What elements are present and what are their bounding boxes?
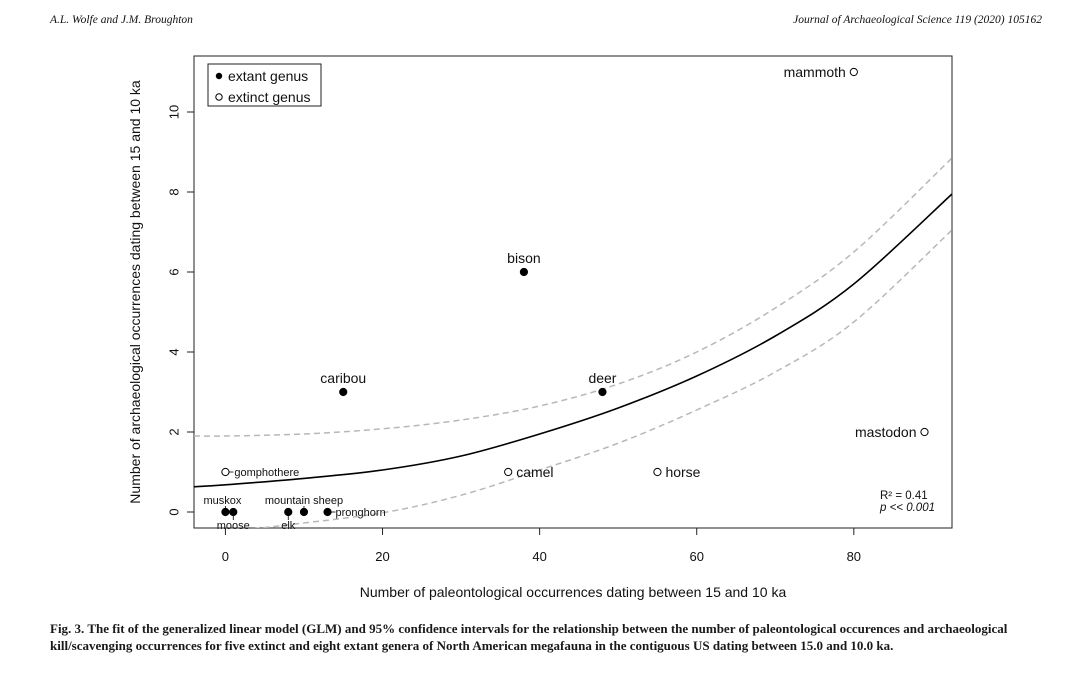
y-tick-label: 2 [167,428,182,435]
y-tick-label: 6 [167,268,182,275]
point-mammoth [849,67,858,77]
figure-caption: Fig. 3. The fit of the generalized linea… [50,620,1040,654]
header-journal: Journal of Archaeological Science 119 (2… [793,14,1042,26]
point-horse [653,467,662,477]
x-tick-label: 20 [375,549,389,564]
point-elk [284,507,293,517]
r-squared-annotation: R² = 0.41 [880,490,928,502]
point-label-horse: horse [665,464,700,480]
point-label-elk: elk [281,520,296,532]
axes-layer: 0 20 40 60 80 0 2 4 6 8 10 [167,105,862,564]
point-deer [598,387,607,397]
point-caribou [339,387,348,397]
point-label-pronghorn: pronghorn [336,507,386,519]
x-axis-title: Number of paleontological occurrences da… [360,584,787,600]
point-mountain-sheep [299,507,309,517]
point-moose [229,507,238,517]
point-camel [504,467,513,477]
point-label-deer: deer [588,370,616,386]
point-label-gomphothere: gomphothere [234,467,299,479]
point-label-camel: camel [516,464,553,480]
ci-upper-line [194,157,952,437]
plot-frame [193,55,953,529]
legend-open-marker [215,93,223,101]
y-tick-label: 0 [167,508,182,515]
y-tick-label: 8 [167,188,182,195]
fit-layer [194,157,952,528]
point-mastodon [920,427,929,437]
x-tick-label: 60 [689,549,703,564]
point-label-mammoth: mammoth [784,64,846,80]
x-tick-label: 0 [222,549,229,564]
p-value-annotation: p << 0.001 [879,502,935,514]
point-label-mountain-sheep: mountain sheep [265,495,343,507]
header-authors: A.L. Wolfe and J.M. Broughton [50,14,193,26]
ci-lower-line [253,229,952,528]
legend: extant genus extinct genus [207,63,322,107]
point-label-bison: bison [507,250,540,266]
glm-fit-line [194,193,952,488]
point-label-muskox: muskox [203,495,241,507]
point-gomphothere [221,467,230,477]
point-bison [519,267,529,277]
legend-extinct-label: extinct genus [228,89,311,105]
point-pronghorn [323,507,332,517]
caption-text: The fit of the generalized linear model … [50,621,1008,653]
caption-label: Fig. 3. [50,621,85,636]
point-label-moose: moose [217,520,250,532]
scatter-chart: 0 20 40 60 80 0 2 4 6 8 10 muskox moose elk mountain … [127,55,953,600]
y-axis-title: Number of archaeological occurrences dat… [127,80,143,504]
points-layer [221,67,929,517]
point-muskox [221,507,230,517]
x-tick-label: 80 [847,549,861,564]
x-tick-label: 40 [532,549,546,564]
legend-box [207,63,322,107]
y-tick-label: 4 [167,348,182,355]
point-label-mastodon: mastodon [855,424,916,440]
y-tick-label: 10 [167,105,182,119]
legend-filled-marker [215,72,223,80]
point-label-caribou: caribou [320,370,366,386]
legend-extant-label: extant genus [228,68,308,84]
